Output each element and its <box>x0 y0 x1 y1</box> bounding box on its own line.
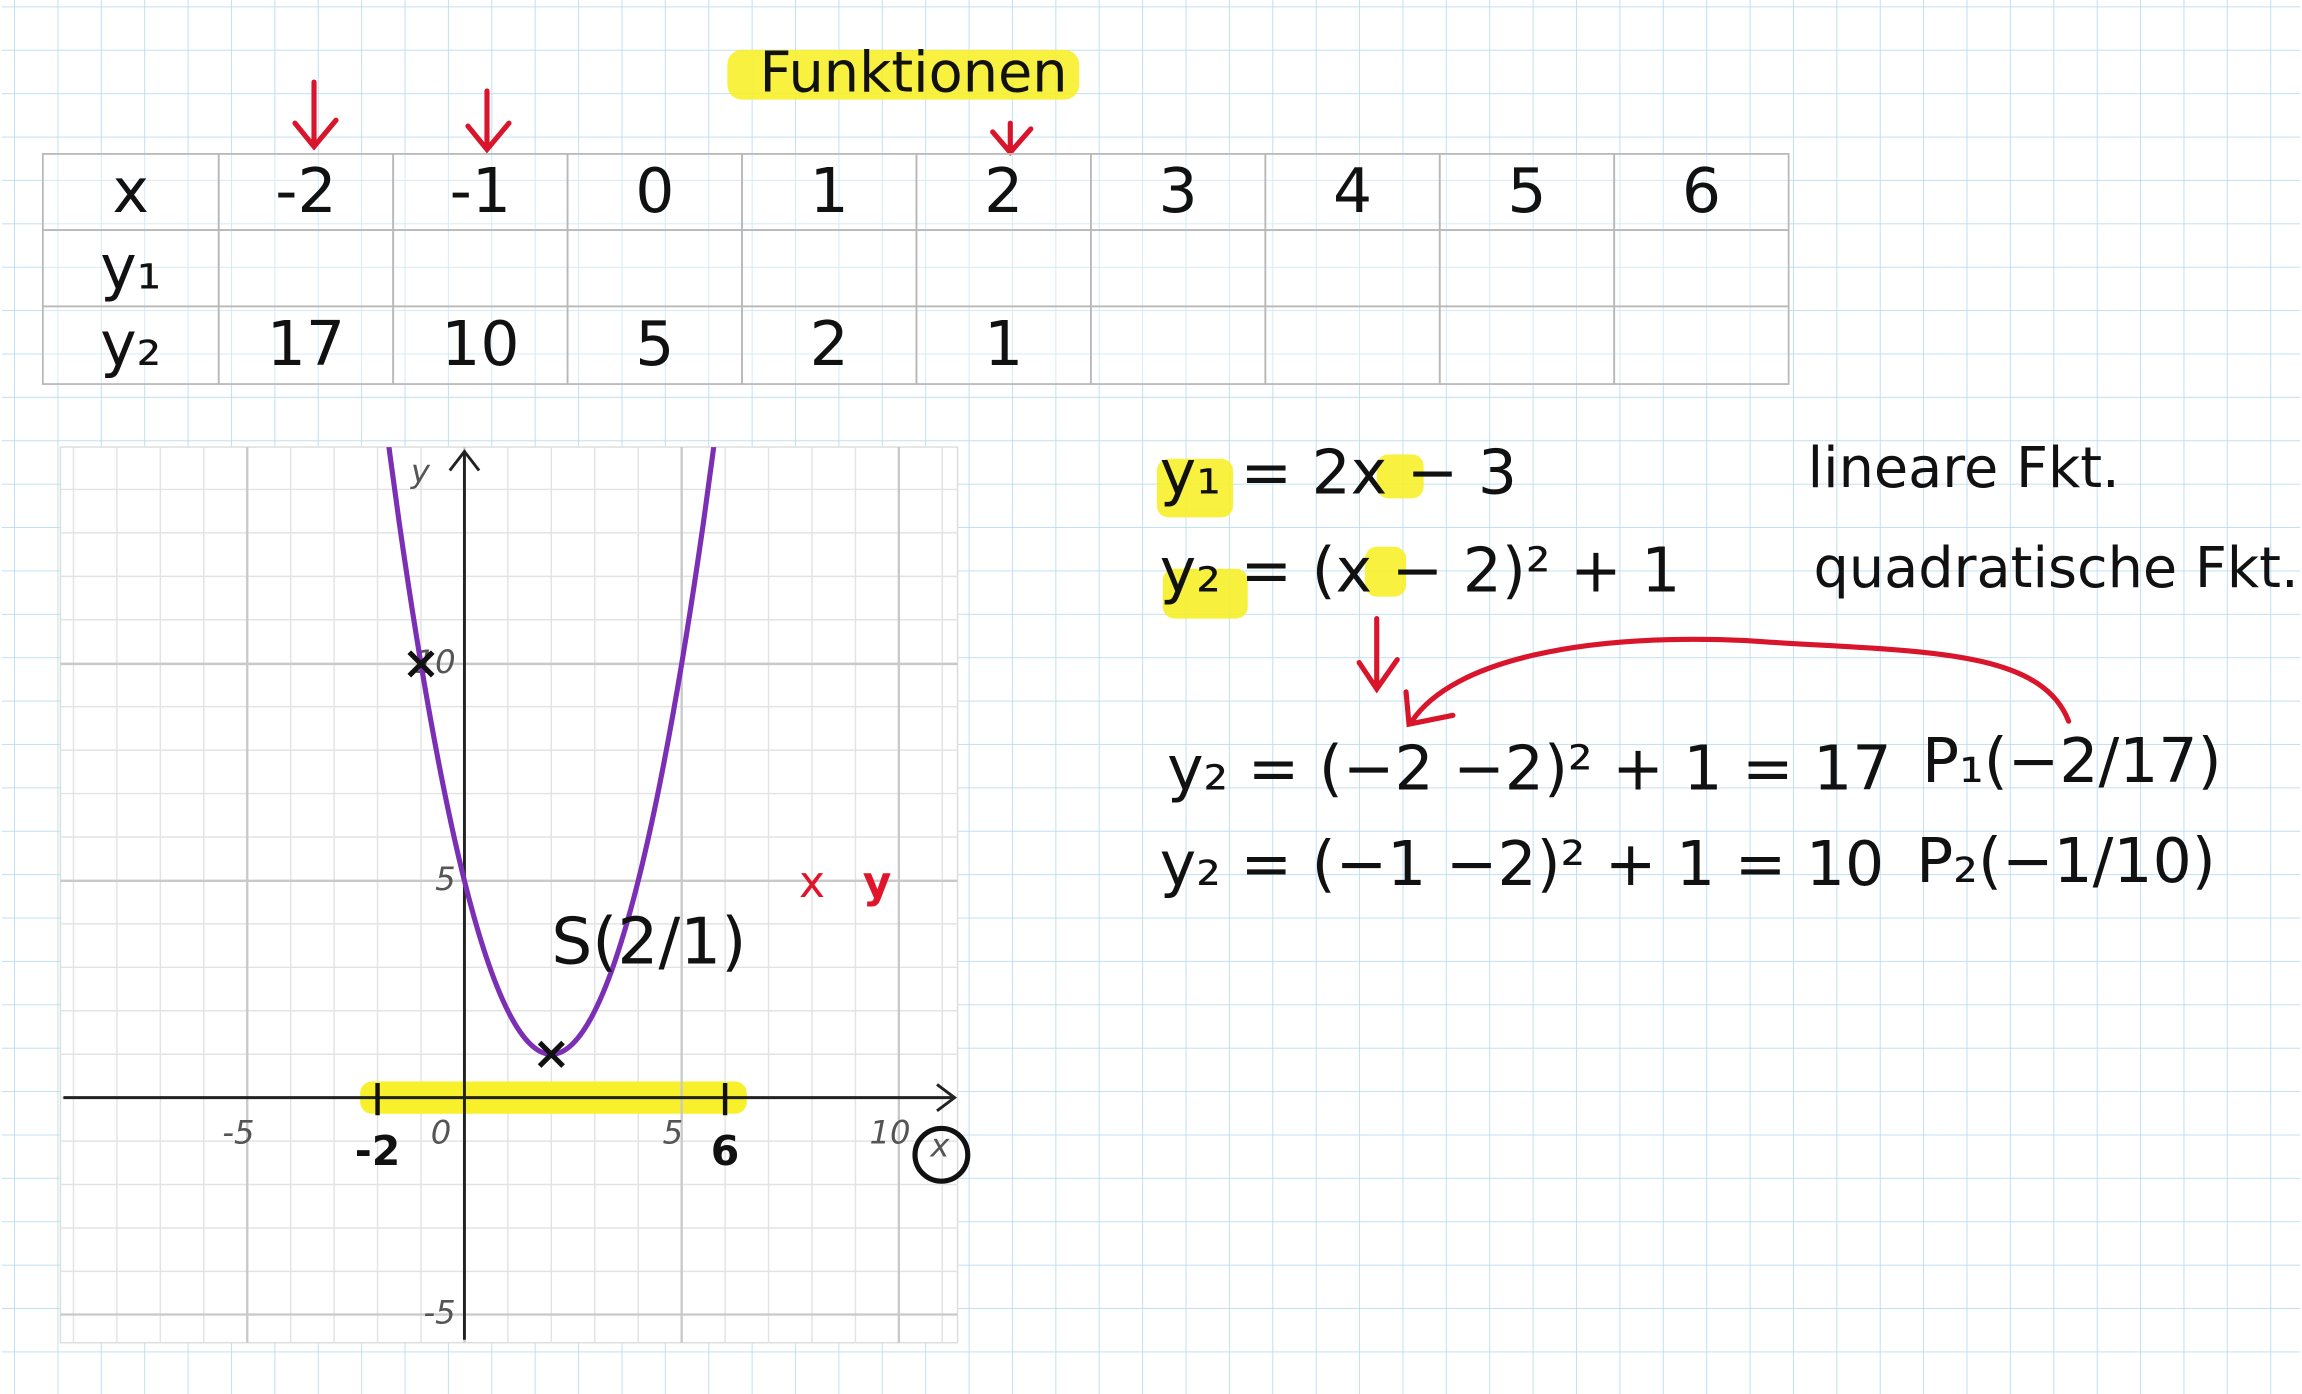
table-cell <box>217 153 395 232</box>
cell-value: 1 <box>984 308 1023 380</box>
cell-value: 3 <box>1159 155 1198 227</box>
table-cell <box>741 305 918 385</box>
y-tick-label: -5 <box>424 1294 456 1332</box>
label-circle <box>912 1125 971 1184</box>
table-cell <box>566 305 743 385</box>
arrow <box>465 88 512 154</box>
cell-value: 6 <box>1682 155 1721 227</box>
x-axis-label: x <box>929 1126 950 1164</box>
row-header: y₁ <box>100 231 161 303</box>
table-cell <box>1264 305 1441 385</box>
highlight <box>727 49 1080 100</box>
highlight <box>1376 454 1424 499</box>
cell-value: -2 <box>275 155 336 227</box>
table-cell <box>41 153 220 232</box>
cell-value: -1 <box>450 155 511 227</box>
cell-value: 10 <box>441 308 519 380</box>
equation: y₂ = (x − 2)² + 1 <box>1160 535 1681 607</box>
table-cell <box>1090 153 1267 232</box>
table-cell <box>1264 229 1441 308</box>
x-tick-label: 0 <box>431 1113 452 1151</box>
highlights <box>727 49 1424 619</box>
table-cell <box>1090 305 1267 385</box>
cell-value: 5 <box>1507 155 1546 227</box>
annotation: x <box>799 857 825 908</box>
equation: y₂ = (−2 −2)² + 1 = 17 <box>1167 733 1891 805</box>
highlight <box>1365 546 1407 597</box>
cell-value: 2 <box>984 155 1023 227</box>
table-cell <box>1438 305 1616 385</box>
comment: quadratische Fkt. <box>1814 536 2299 601</box>
equation: y₂ = (−1 −2)² + 1 = 10 <box>1160 828 1884 900</box>
cell-value: 1 <box>810 155 849 227</box>
equation: y₁ = 2x − 3 <box>1160 436 1517 508</box>
table-cell <box>915 153 1092 232</box>
y-axis-arrow <box>448 449 481 472</box>
table-cell <box>217 229 395 308</box>
table-cell <box>1613 305 1790 385</box>
highlight <box>1156 458 1234 518</box>
point-marker <box>537 1040 565 1068</box>
table-cell <box>1438 229 1616 308</box>
y-axis-label: y <box>410 452 431 490</box>
row-header: y₂ <box>100 308 161 380</box>
x-tick-label: 10 <box>870 1113 911 1151</box>
table-cell <box>1613 153 1790 232</box>
red-arrows <box>292 79 2072 728</box>
cell-value: 17 <box>267 308 345 380</box>
arrow <box>1403 636 2072 728</box>
arrow <box>1356 616 1400 694</box>
table-cell <box>915 229 1092 308</box>
page-title: Funktionen <box>760 40 1068 105</box>
comment: P₁(−2/17) <box>1922 725 2222 797</box>
annotation: y <box>863 857 892 908</box>
point-marker <box>407 650 435 678</box>
x-axis-arrow <box>936 1083 958 1113</box>
row-header: x <box>113 155 149 227</box>
annotation: 6 <box>711 1127 740 1175</box>
x-tick-label: -5 <box>222 1113 254 1151</box>
annotation: S(2/1) <box>551 904 746 979</box>
cell-value: 2 <box>810 308 849 380</box>
plot-background <box>59 446 959 1344</box>
table-cell <box>392 229 569 308</box>
arrow <box>990 120 1034 157</box>
table-cell <box>566 229 743 308</box>
table-cell <box>1264 153 1441 232</box>
cell-value: 0 <box>635 155 674 227</box>
x-tick-label: 5 <box>663 1113 684 1151</box>
highlight <box>1162 568 1248 619</box>
cell-value: 4 <box>1333 155 1372 227</box>
table-cell <box>915 305 1092 385</box>
table-cell <box>741 229 918 308</box>
cell-value: 5 <box>635 308 674 380</box>
arrow <box>292 79 339 151</box>
table-cell <box>1090 229 1267 308</box>
comment: P₂(−1/10) <box>1916 825 2216 897</box>
comment: lineare Fkt. <box>1808 436 2120 501</box>
table-cell <box>392 305 569 385</box>
notes: y₁ = 2x − 3 lineare Fkt. y₂ = (x − 2)² + 1… <box>1160 436 2299 900</box>
table-cell <box>1613 229 1790 308</box>
annotation: -2 <box>355 1127 401 1175</box>
y-tick-label: 5 <box>435 860 456 898</box>
table-cell <box>741 153 918 232</box>
